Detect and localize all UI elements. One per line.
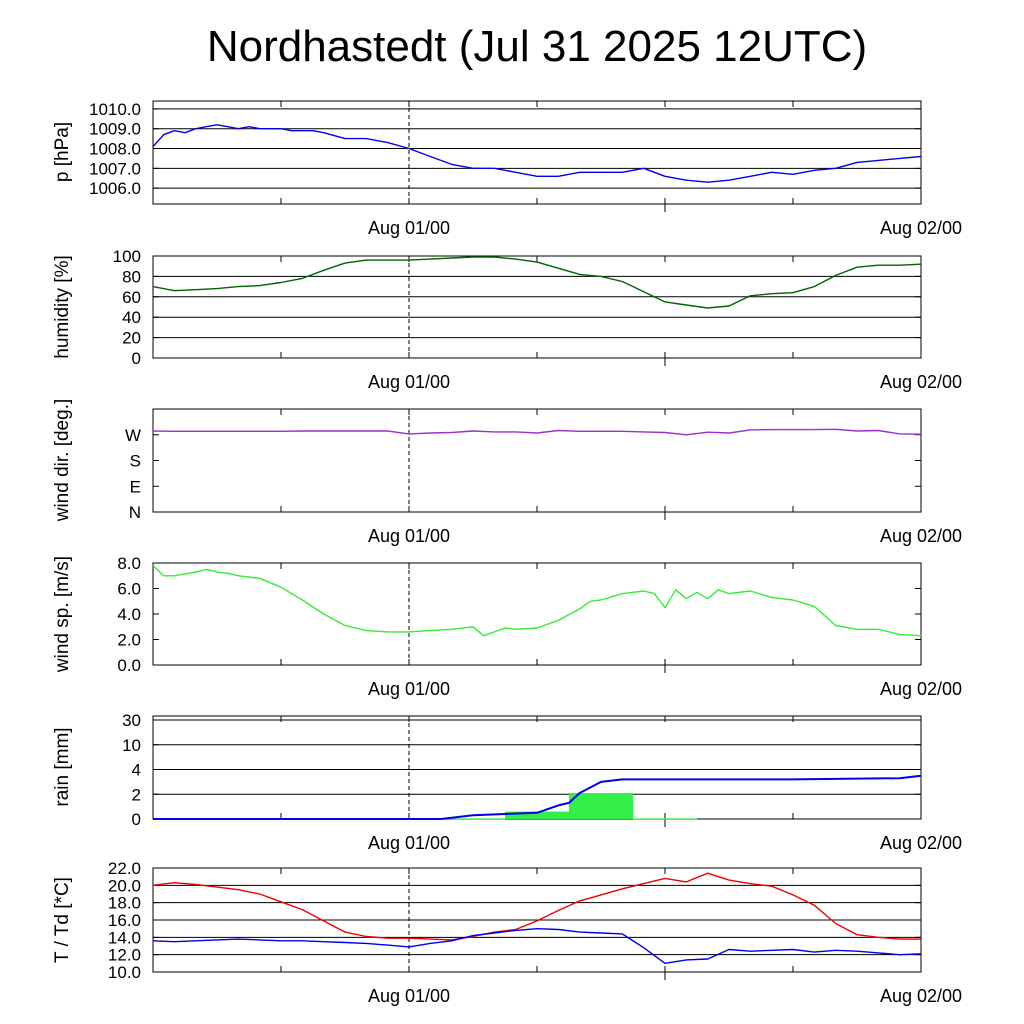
x-tick-label: Aug 02/00 bbox=[880, 218, 962, 238]
y-tick-label: 1007.0 bbox=[89, 159, 141, 178]
y-tick-label: S bbox=[130, 452, 141, 471]
rain-bar bbox=[441, 818, 505, 820]
x-tick-label: Aug 01/00 bbox=[368, 679, 450, 699]
plot-frame bbox=[152, 255, 922, 359]
series-line-rain-0 bbox=[153, 774, 922, 820]
y-tick-label: 1010.0 bbox=[89, 100, 141, 119]
x-tick-label: Aug 02/00 bbox=[880, 372, 962, 392]
x-tick-label: Aug 01/00 bbox=[368, 372, 450, 392]
y-tick-label: 4 bbox=[132, 761, 141, 780]
y-tick-label: 16.0 bbox=[108, 911, 141, 930]
y-axis-label: T / Td [*C] bbox=[52, 877, 73, 963]
y-axis-label: rain [mm] bbox=[52, 727, 73, 806]
chart-title: Nordhastedt (Jul 31 2025 12UTC) bbox=[206, 22, 868, 71]
series-line-wind-direction-0 bbox=[152, 428, 922, 436]
x-tick-label: Aug 01/00 bbox=[368, 218, 450, 238]
y-tick-label: 14.0 bbox=[108, 928, 141, 947]
y-tick-label: 18.0 bbox=[108, 894, 141, 913]
y-tick-label: 2.0 bbox=[117, 631, 141, 650]
y-tick-label: 1006.0 bbox=[89, 179, 141, 198]
rain-bar bbox=[505, 811, 569, 819]
y-tick-label: 20.0 bbox=[108, 876, 141, 895]
y-tick-label: 0.0 bbox=[117, 656, 141, 675]
panel-wind-speed: 0.0 2.0 4.0 6.0 8.0 Aug 01/00 Aug 02/00 wind sp… bbox=[52, 554, 962, 699]
y-axis-label: wind dir. [deg.] bbox=[52, 399, 73, 523]
y-tick-label: 40 bbox=[122, 308, 141, 327]
series-line-wind-speed-0 bbox=[152, 564, 922, 637]
plot-frame bbox=[152, 562, 922, 666]
y-tick-label: W bbox=[125, 426, 141, 445]
plot-frame bbox=[152, 408, 922, 513]
x-tick-label: Aug 01/00 bbox=[368, 986, 450, 1006]
x-tick-label: Aug 01/00 bbox=[368, 833, 450, 853]
y-tick-label: 30 bbox=[122, 711, 141, 730]
y-tick-label: 80 bbox=[122, 267, 141, 286]
y-tick-label: E bbox=[130, 477, 141, 496]
series-line-temperature-0 bbox=[152, 872, 921, 941]
x-tick-label: Aug 01/00 bbox=[368, 526, 450, 546]
series-line-pressure-0 bbox=[152, 124, 922, 183]
y-tick-label: 100 bbox=[113, 247, 141, 266]
y-tick-label: 2 bbox=[132, 785, 141, 804]
y-tick-label: 0 bbox=[132, 349, 141, 368]
y-tick-label: 8.0 bbox=[117, 554, 141, 573]
panel-rain: 0 2 4 10 30 Aug 01/00 Aug 02/00 rain [mm] bbox=[52, 711, 962, 853]
y-tick-label: 1009.0 bbox=[89, 120, 141, 139]
y-axis-label: wind sp. [m/s] bbox=[52, 556, 73, 673]
plot-frame bbox=[152, 715, 922, 820]
y-tick-label: 20 bbox=[122, 329, 141, 348]
y-tick-label: N bbox=[129, 503, 141, 522]
rain-bar bbox=[633, 818, 697, 820]
y-tick-label: 60 bbox=[122, 288, 141, 307]
y-tick-label: 4.0 bbox=[117, 605, 141, 624]
panel-temperature: 10.012.014.016.018.020.022.0 Aug 01/00 Aug… bbox=[52, 859, 962, 1006]
y-tick-label: 10.0 bbox=[108, 963, 141, 982]
series-line-humidity-0 bbox=[152, 256, 922, 309]
series-line-temperature-1 bbox=[152, 928, 922, 964]
x-tick-label: Aug 02/00 bbox=[880, 526, 962, 546]
y-tick-label: 22.0 bbox=[108, 859, 141, 878]
y-axis-label: humidity [%] bbox=[52, 255, 73, 358]
x-tick-label: Aug 02/00 bbox=[880, 833, 962, 853]
y-tick-label: 10 bbox=[122, 736, 141, 755]
y-tick-label: 12.0 bbox=[108, 946, 141, 965]
y-tick-label: 1008.0 bbox=[89, 140, 141, 159]
rain-bar bbox=[569, 793, 633, 819]
y-tick-label: 0 bbox=[132, 810, 141, 829]
y-tick-label: 6.0 bbox=[117, 580, 141, 599]
x-tick-label: Aug 02/00 bbox=[880, 679, 962, 699]
y-axis-label: p [hPa] bbox=[52, 122, 73, 182]
x-tick-label: Aug 02/00 bbox=[880, 986, 962, 1006]
